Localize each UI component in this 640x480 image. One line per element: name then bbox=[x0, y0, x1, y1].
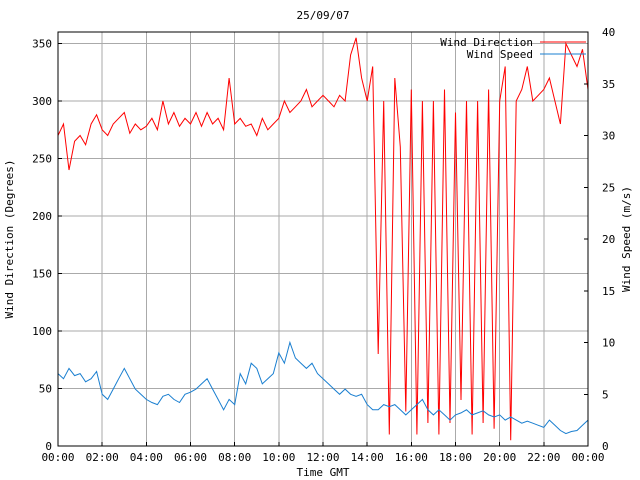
x-tick-label: 04:00 bbox=[130, 451, 163, 464]
y-left-tick-label: 100 bbox=[32, 325, 52, 338]
y-axis-label-left: Wind Direction (Degrees) bbox=[3, 160, 16, 319]
x-tick-label: 06:00 bbox=[174, 451, 207, 464]
y-left-tick-label: 200 bbox=[32, 210, 52, 223]
series-line-wind-speed bbox=[57, 340, 589, 435]
x-tick-label: 00:00 bbox=[571, 451, 604, 464]
y-left-tick-label: 50 bbox=[39, 383, 52, 396]
legend-label-speed: Wind Speed bbox=[467, 48, 533, 61]
x-tick-label: 00:00 bbox=[41, 451, 74, 464]
y-right-tick-label: 25 bbox=[602, 181, 615, 194]
x-tick-label: 12:00 bbox=[306, 451, 339, 464]
y-left-tick-label: 350 bbox=[32, 38, 52, 51]
y-right-tick-label: 20 bbox=[602, 233, 615, 246]
x-tick-label: 10:00 bbox=[262, 451, 295, 464]
x-tick-label: 08:00 bbox=[218, 451, 251, 464]
y-right-tick-label: 5 bbox=[602, 388, 609, 401]
x-axis-label: Time GMT bbox=[297, 466, 350, 479]
chart-title: 25/09/07 bbox=[297, 9, 350, 22]
y-right-tick-label: 35 bbox=[602, 78, 615, 91]
series-layer bbox=[57, 37, 589, 441]
x-tick-label: 18:00 bbox=[439, 451, 472, 464]
y-right-tick-label: 15 bbox=[602, 285, 615, 298]
y-left-tick-label: 250 bbox=[32, 153, 52, 166]
y-left-tick-label: 150 bbox=[32, 268, 52, 281]
y-left-tick-label: 0 bbox=[45, 440, 52, 453]
y-left-tick-label: 300 bbox=[32, 95, 52, 108]
x-tick-label: 16:00 bbox=[395, 451, 428, 464]
y-axis-label-right: Wind Speed (m/s) bbox=[620, 186, 633, 292]
y-right-tick-label: 10 bbox=[602, 337, 615, 350]
grid bbox=[58, 32, 588, 446]
x-tick-label: 22:00 bbox=[527, 451, 560, 464]
x-tick-label: 02:00 bbox=[86, 451, 119, 464]
x-tick-label: 14:00 bbox=[351, 451, 384, 464]
series-line-wind-direction bbox=[57, 37, 589, 441]
ticks bbox=[57, 31, 589, 447]
y-right-tick-label: 0 bbox=[602, 440, 609, 453]
legend-label-direction: Wind Direction bbox=[440, 36, 533, 49]
legend: Wind Direction Wind Speed bbox=[440, 36, 586, 61]
x-tick-label: 20:00 bbox=[483, 451, 516, 464]
y-right-tick-label: 30 bbox=[602, 130, 615, 143]
y-right-tick-label: 40 bbox=[602, 26, 615, 39]
